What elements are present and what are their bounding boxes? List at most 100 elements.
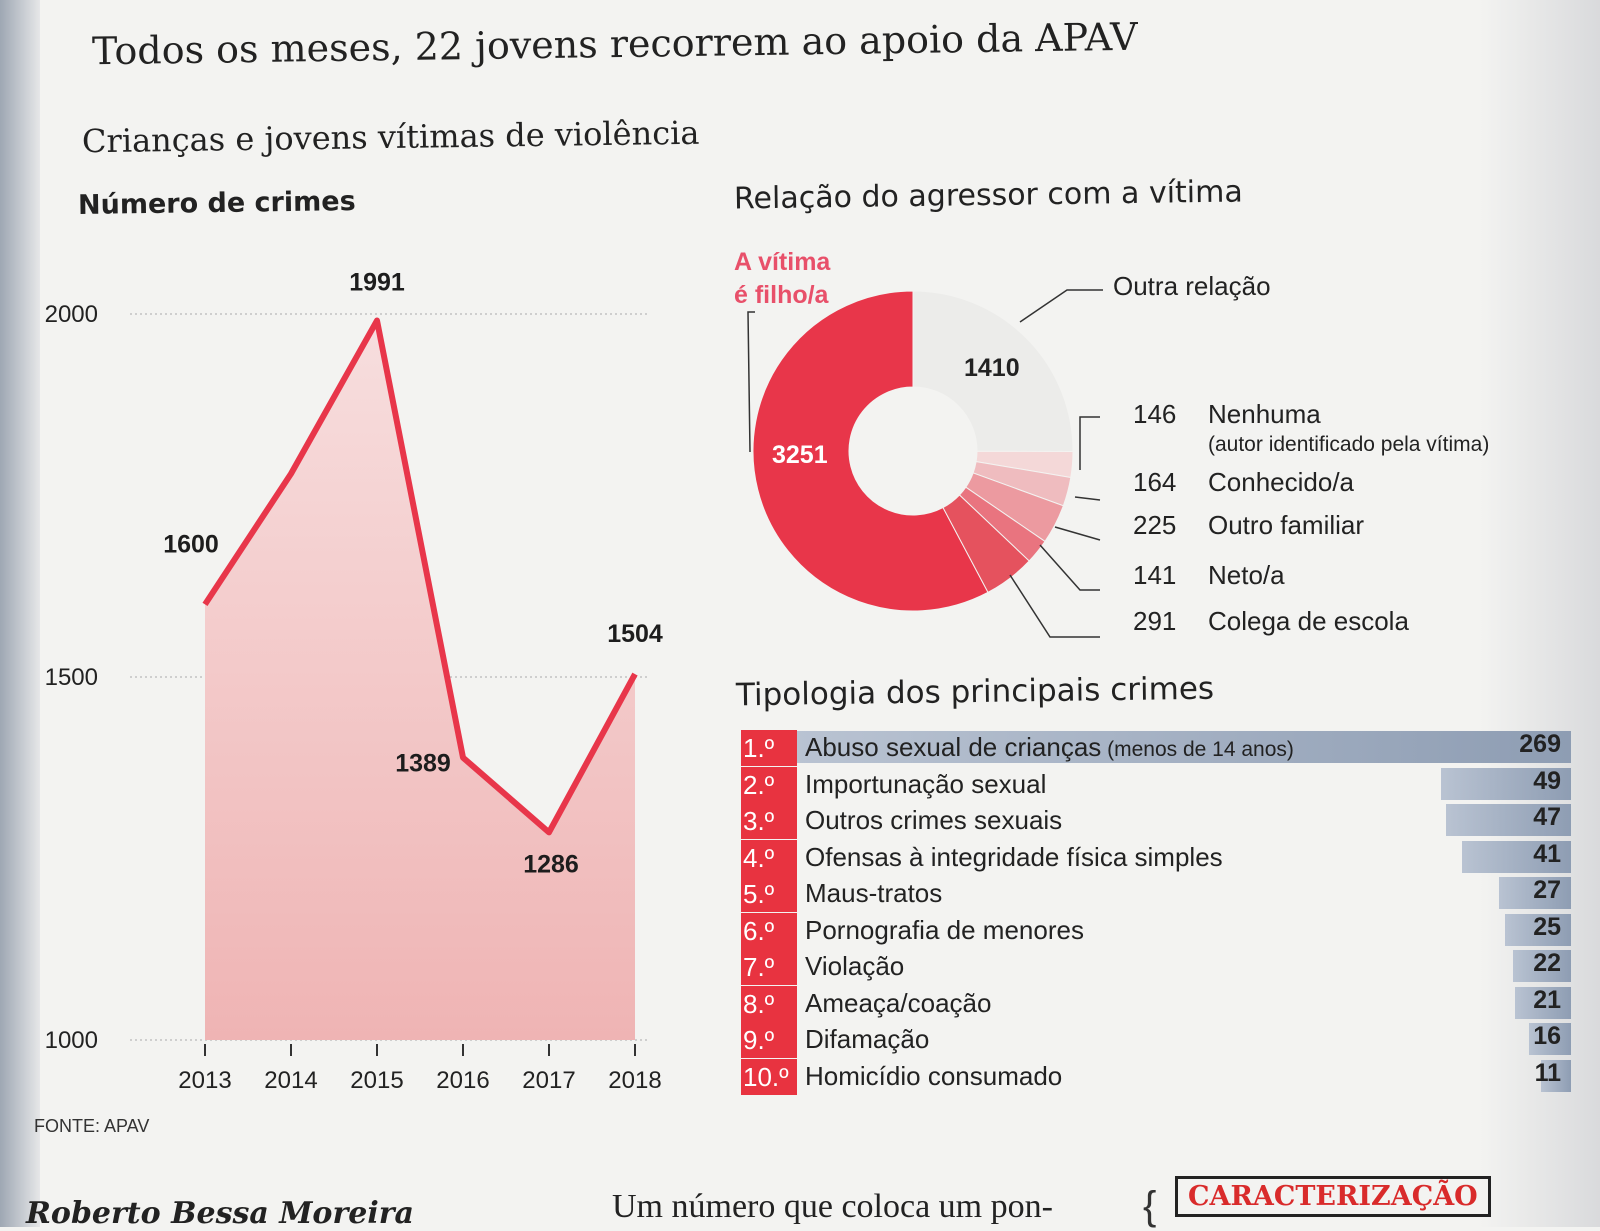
bar-label: Violação [805, 951, 905, 981]
bar-label: Abuso sexual de crianças (menos de 14 an… [805, 732, 1294, 762]
bar-value: 22 [1533, 949, 1561, 977]
victim-label-line: A vítima [734, 248, 831, 276]
data-label-2017: 1286 [523, 850, 579, 878]
bar-fill [1528, 1023, 1571, 1055]
data-label-2013: 1600 [163, 530, 219, 558]
bar-track [797, 1023, 1571, 1055]
bar-rank: 10.º [741, 1058, 797, 1095]
bar-rank: 9.º [741, 1022, 797, 1058]
bar-row: 6.º Pornografia de menores 25 [741, 912, 1571, 950]
bar-track [797, 840, 1571, 873]
bar-rank: 3.º [741, 803, 797, 839]
bar-fill [1499, 877, 1571, 909]
label-value-3: 146 [1133, 399, 1177, 429]
bar-fill [1512, 950, 1571, 982]
section-tag: CARACTERIZAÇÃO [1175, 1176, 1491, 1217]
leader-line-1 [747, 311, 755, 453]
victim-label-line: é filho/a [734, 281, 829, 309]
bar-rank: 4.º [741, 839, 797, 876]
leader-line-7 [1009, 574, 1100, 638]
page-edge-shadow [0, 0, 40, 1227]
x-tick-label-2015: 2015 [350, 1067, 403, 1094]
label-name-6: Neto/a [1208, 560, 1285, 590]
page-right-shadow [1480, 0, 1600, 1227]
label-note-3: (autor identificado pela vítima) [1208, 433, 1490, 456]
brace-ornament: { [1143, 1184, 1157, 1228]
bar-value: 269 [1519, 730, 1561, 758]
label-value-6: 141 [1133, 560, 1177, 590]
line-area [205, 320, 635, 1040]
bar-fill [797, 731, 1571, 763]
bar-row: 7.º Violação 22 [741, 949, 1571, 986]
bar-fill [1515, 986, 1571, 1019]
bar-rank: 7.º [741, 949, 797, 985]
x-tick-label-2013: 2013 [178, 1067, 231, 1094]
label-value-5: 225 [1133, 510, 1177, 540]
bar-row: 10.º Homicídio consumado 11 [741, 1058, 1571, 1096]
y-tick-label: 2000 [45, 301, 98, 328]
bar-row: 2.º Importunação sexual 49 [741, 766, 1571, 804]
leader-line-2 [1019, 289, 1103, 323]
label-name-7: Colega de escola [1208, 606, 1409, 636]
leader-line-3 [1079, 416, 1100, 470]
bar-label: Maus-tratos [805, 878, 943, 908]
donut-slice-2 [912, 290, 1074, 453]
bar-rank: 2.º [741, 766, 797, 803]
series-line [202, 317, 638, 836]
bar-row: 9.º Difamação 16 [741, 1022, 1571, 1059]
bar-track [797, 877, 1571, 909]
article-start: Um número que coloca um pon- [612, 1188, 1053, 1225]
bar-fill [1462, 840, 1571, 873]
bar-row: 4.º Ofensas à integridade física simples 4… [741, 839, 1571, 877]
bar-row: 1.º Abuso sexual de crianças (menos de 14… [741, 730, 1571, 767]
bar-track [797, 731, 1571, 763]
bar-rank: 6.º [741, 912, 797, 949]
data-label-2016: 1389 [395, 750, 451, 778]
bar-value: 11 [1534, 1058, 1561, 1087]
bar-value: 27 [1533, 876, 1561, 904]
bar-label-note: (menos de 14 anos) [1101, 738, 1294, 761]
bar-label: Ofensas à integridade física simples [805, 841, 1223, 872]
bar-track [797, 1059, 1571, 1092]
label-name-4: Conhecido/a [1208, 467, 1354, 497]
bar-label: Outros crimes sexuais [805, 805, 1063, 835]
bar-label: Difamação [805, 1024, 930, 1054]
donut-slice-7 [942, 494, 1030, 594]
bar-label: Importunação sexual [805, 768, 1047, 799]
bar-value: 49 [1533, 766, 1561, 795]
byline: Roberto Bessa Moreira [26, 1196, 414, 1231]
data-label-2015: 1991 [349, 269, 405, 297]
victim-label: A vítima é filho/a [734, 246, 830, 312]
bar-track [797, 950, 1571, 982]
slice-value-outra: 1410 [964, 354, 1020, 382]
x-tick-label-2018: 2018 [608, 1067, 661, 1094]
data-label-2018: 1504 [607, 620, 663, 648]
bar-track [797, 767, 1571, 800]
bar-track [797, 913, 1571, 946]
slice-value-filho: 3251 [772, 441, 828, 469]
bar-row: 3.º Outros crimes sexuais 47 [741, 803, 1571, 840]
bar-row: 5.º Maus-tratos 27 [741, 876, 1571, 913]
bar-row: 8.º Ameaça/coação 21 [741, 985, 1571, 1023]
bar-fill [1541, 1059, 1571, 1092]
bar-fill [1504, 913, 1571, 946]
bar-fill [1441, 767, 1571, 800]
label-name-3: Nenhuma [1208, 399, 1321, 429]
label-value-7: 291 [1133, 606, 1177, 636]
bar-value: 16 [1533, 1022, 1561, 1050]
bar-rank: 1.º [741, 730, 797, 766]
bar-track [797, 986, 1571, 1019]
y-tick-label: 1500 [45, 664, 98, 691]
bar-label: Ameaça/coação [805, 987, 992, 1018]
bar-value: 21 [1533, 985, 1561, 1014]
donut-slice-1 [752, 290, 989, 612]
bar-track [797, 804, 1571, 836]
leader-line-4 [1074, 496, 1101, 501]
leader-line-6 [1039, 544, 1100, 591]
source-note: FONTE: APAV [34, 1116, 150, 1136]
label-value-4: 164 [1133, 467, 1177, 497]
x-tick-label-2017: 2017 [522, 1067, 575, 1094]
leader-line-5 [1054, 526, 1101, 541]
